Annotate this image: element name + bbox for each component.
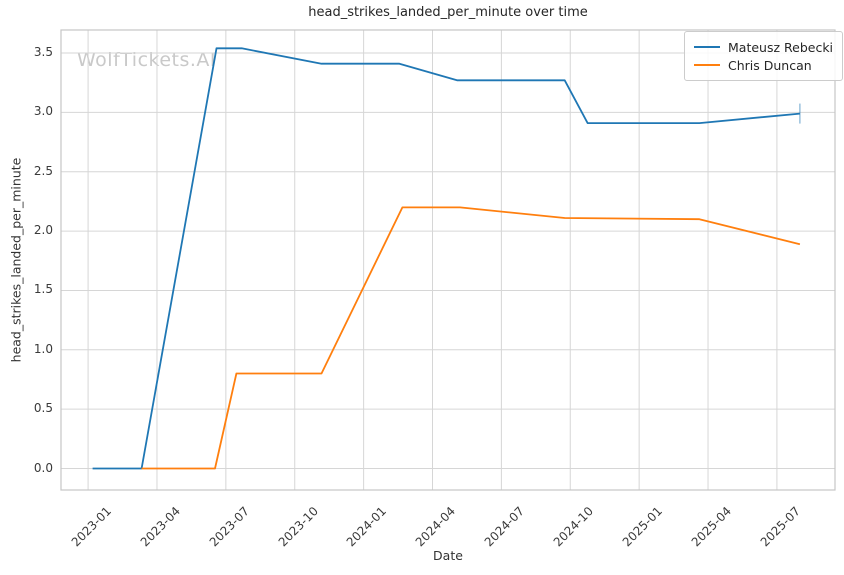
chart-title: head_strikes_landed_per_minute over time — [308, 5, 588, 20]
legend: Mateusz Rebecki Chris Duncan — [684, 31, 844, 81]
y-tick-label: 2.5 — [33, 163, 53, 178]
y-tick-label: 1.5 — [33, 282, 53, 297]
legend-label: Mateusz Rebecki — [728, 39, 834, 55]
watermark: WolfTickets.AI — [77, 49, 217, 71]
legend-line-swatch-orange — [694, 64, 720, 66]
plot-frame — [60, 29, 836, 491]
y-tick-label: 3.0 — [33, 104, 53, 119]
legend-item-chris-duncan: Chris Duncan — [694, 56, 833, 74]
series-line-mateusz-rebecki — [92, 47, 800, 470]
x-axis-label: Date — [433, 548, 463, 563]
legend-line-swatch-blue — [694, 46, 720, 48]
y-axis-label: head_strikes_landed_per_minute — [8, 157, 24, 363]
y-tick-label: 2.0 — [33, 223, 53, 238]
y-tick-label: 0.5 — [33, 401, 53, 416]
legend-item-mateusz-rebecki: Mateusz Rebecki — [694, 38, 833, 56]
y-tick-label: 0.0 — [33, 460, 53, 475]
series-line-chris-duncan — [141, 206, 801, 470]
y-tick-label: 1.0 — [33, 341, 53, 356]
y-tick-label: 3.5 — [33, 45, 53, 60]
legend-label: Chris Duncan — [728, 57, 812, 73]
